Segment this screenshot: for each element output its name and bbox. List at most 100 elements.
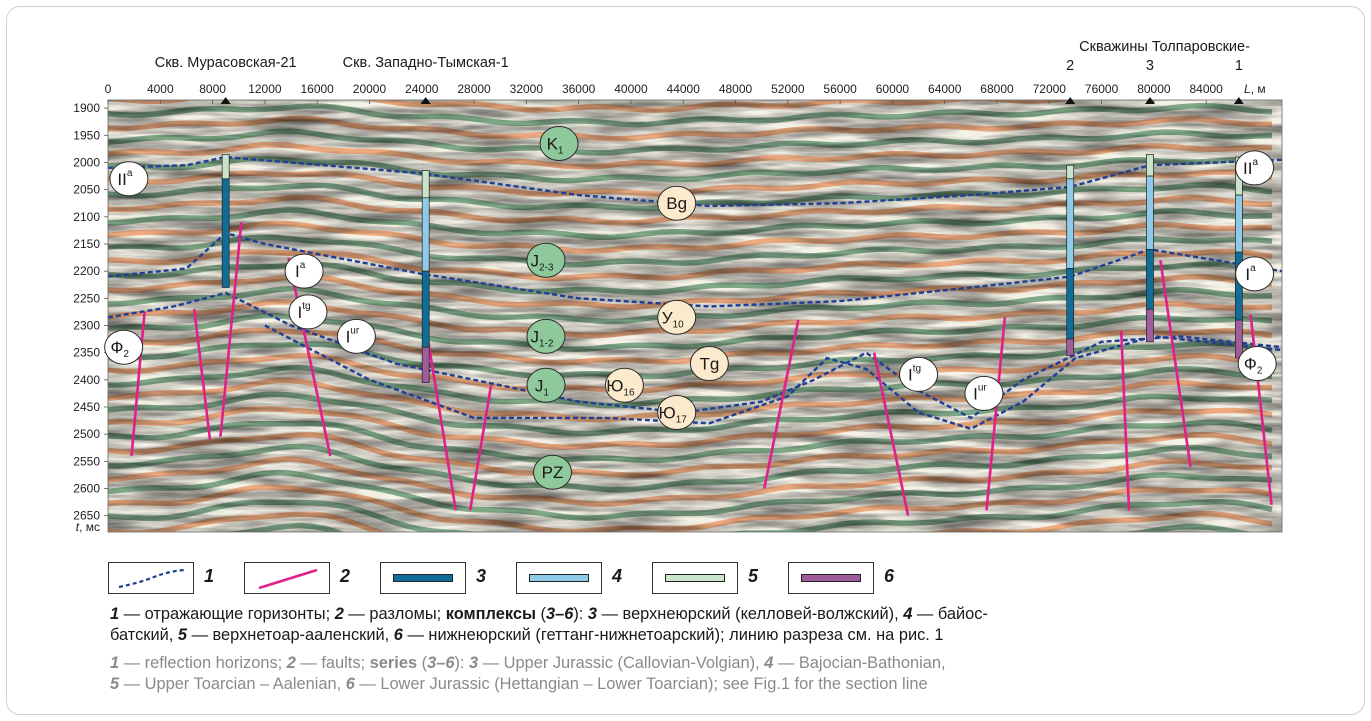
y-tick-label: 2150: [73, 237, 100, 251]
y-tick-label: 2400: [73, 373, 100, 387]
horizon-label-badge: [689, 346, 729, 382]
well-column-segment: [221, 178, 230, 288]
x-tick-label: 0: [105, 82, 112, 96]
y-tick-label: 2450: [73, 400, 100, 414]
cap-en-t2: — faults;: [295, 654, 370, 672]
y-tick-label: 2650: [73, 509, 100, 523]
cap-ru-n6: 6: [393, 626, 403, 644]
horizon-label-text: Ia: [1245, 263, 1256, 284]
reflection-horizon: [264, 324, 1282, 431]
horizon-label-badge: [964, 375, 1004, 411]
horizon-label-text: PZ: [542, 463, 564, 482]
cap-ru-popen: (: [535, 605, 546, 623]
well-column-segment: [421, 346, 430, 383]
legend-swatch-fault: [244, 562, 330, 594]
reflection-horizon: [108, 231, 1282, 308]
y-tick-label: 2050: [73, 183, 100, 197]
horizon-label-badge: [526, 318, 566, 354]
well-column-segment: [421, 197, 430, 272]
well-column-segment: [1066, 178, 1075, 269]
well-marker: [1065, 97, 1076, 104]
well-number: 3: [1146, 58, 1154, 74]
x-tick-label: 68000: [980, 82, 1014, 96]
well-column-segment: [1066, 164, 1075, 180]
y-tick-label: 2350: [73, 346, 100, 360]
well-label: Скв. Мурасовская-21: [155, 55, 297, 71]
cap-ru-t1: — отражающие горизонты;: [119, 605, 335, 623]
legend-num-4: 4: [612, 566, 623, 586]
horizon-label-badge: [1235, 256, 1275, 292]
cap-ru-pclose: ):: [573, 605, 588, 623]
fault-line: [872, 352, 910, 516]
y-tick-label: 2500: [73, 427, 100, 441]
horizon-label-text: Ф2: [110, 338, 129, 360]
x-tick-label: 64000: [928, 82, 962, 96]
horizon-label-badge: [657, 394, 697, 430]
well-number: 1: [1235, 58, 1243, 74]
fault-line: [192, 309, 212, 440]
y-tick-label: 2250: [73, 291, 100, 305]
well-marker: [420, 97, 431, 104]
y-tick-label: 2200: [73, 264, 100, 278]
cap-en-series: series: [369, 654, 418, 672]
cap-en-n5: 5: [110, 675, 120, 693]
well-marker: [220, 97, 231, 104]
x-tick-label: 60000: [876, 82, 910, 96]
y-tick-label: 2600: [73, 482, 100, 496]
x-tick-label: 56000: [823, 82, 857, 96]
horizon-label-text: Iur: [346, 325, 360, 346]
horizon-label-text: J1-2: [530, 327, 553, 349]
legend-swatch-upper-jurassic: [380, 562, 466, 594]
cap-en-t5: — Upper Toarcian – Aalenian,: [119, 675, 346, 693]
horizon-label-badge: [899, 356, 939, 392]
horizon-label-text: Ia: [295, 260, 306, 281]
fault-line: [468, 385, 493, 511]
fault-line: [130, 311, 146, 457]
horizon-label-badge: [104, 329, 144, 365]
well-column-segment: [1066, 338, 1075, 356]
horizon-label-text: Iur: [973, 382, 987, 403]
horizon-label-badge: [1235, 150, 1275, 186]
horizon-label-badge: [604, 367, 644, 403]
horizon-labels: K1 Bg J2-3 У10 J1-2 Tg Ю16 J1 Ю17 PZ IIa Ia Itg Iur Ф2…: [104, 125, 1277, 490]
fault-line: [1119, 330, 1131, 511]
well-column-segment: [1146, 308, 1154, 343]
cap-ru-t2: — разломы;: [343, 605, 446, 623]
legend-swatch-bajocian-bathonian: [516, 562, 602, 594]
x-tick-label: 20000: [353, 82, 387, 96]
caption-russian: 1 — отражающие горизонты; 2 — разломы; к…: [110, 604, 1310, 646]
x-tick-label: 36000: [562, 82, 596, 96]
horizon-label-badge: [526, 242, 566, 278]
cap-en-n4: 4: [764, 654, 774, 672]
fault-line: [985, 317, 1007, 511]
horizon-label-badge: [657, 185, 697, 221]
cap-en-t6: — Lower Jurassic (Hettangian – Lower Toa…: [354, 675, 928, 693]
legend-num-5: 5: [748, 566, 759, 586]
well-markers: Скв. Мурасовская-21 Скв. Западно-Тымская-…: [155, 39, 1250, 104]
y-tick-label: 2300: [73, 319, 100, 333]
cap-en-range: 3–6: [427, 654, 455, 672]
cap-en-t1: — reflection horizons;: [119, 654, 287, 672]
horizon-label-badge: [532, 454, 572, 490]
x-tick-label: 32000: [510, 82, 544, 96]
well-label: Скв. Западно-Тымская-1: [343, 55, 509, 71]
y-tick-label: 1900: [73, 101, 100, 115]
seismic-section-figure: 0 4000 8000 12000 16000 20000 24000 28000 32000 3…: [73, 39, 1283, 534]
well-column-segment: [1066, 268, 1075, 340]
legend: 1 2 3 4 5 6: [108, 562, 1008, 598]
horizon-label-text: У10: [662, 308, 684, 330]
horizon-label-text: Ф2: [1244, 355, 1263, 377]
well-marker: [1144, 97, 1155, 104]
x-tick-label: 44000: [667, 82, 701, 96]
x-tick-label: 16000: [300, 82, 334, 96]
horizon-label-badge: [526, 367, 566, 403]
horizon-label-text: J2-3: [530, 251, 553, 273]
horizon-label-text: Ю17: [659, 403, 688, 425]
x-tick-label: 48000: [719, 82, 753, 96]
x-tick-label: 40000: [614, 82, 648, 96]
well-column-segment: [421, 270, 430, 348]
x-axis: 0 4000 8000 12000 16000 20000 24000 28000 32000 3…: [105, 82, 1266, 104]
x-tick-label: 52000: [771, 82, 805, 96]
cap-en-n1: 1: [110, 654, 120, 672]
fault-line: [219, 222, 243, 438]
